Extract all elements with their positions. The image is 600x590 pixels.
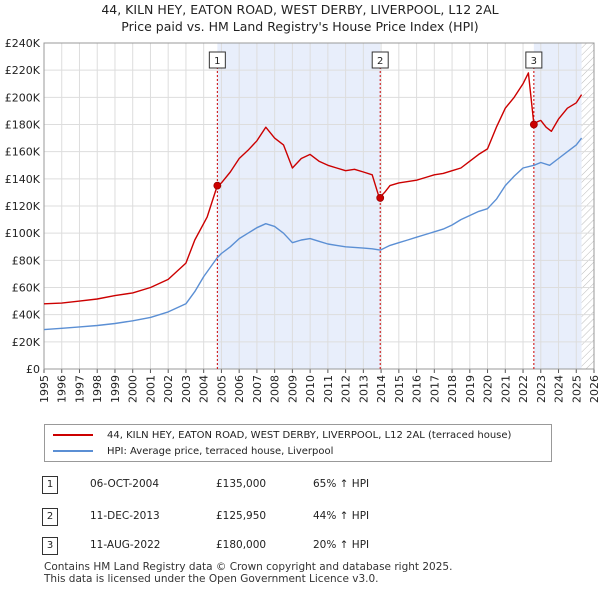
x-tick-label: 2026 xyxy=(588,375,600,403)
y-tick-label: £120K xyxy=(5,200,41,213)
x-tick-label: 2025 xyxy=(570,375,583,403)
x-tick-label: 2014 xyxy=(375,375,388,403)
property-line-swatch xyxy=(53,434,93,436)
x-tick-label: 2009 xyxy=(286,375,299,403)
hpi-line-swatch xyxy=(53,450,93,452)
sale-label-box xyxy=(371,51,389,69)
chart-title: 44, KILN HEY, EATON ROAD, WEST DERBY, LI… xyxy=(101,2,499,17)
y-tick-label: £140K xyxy=(5,173,41,186)
x-tick-label: 2019 xyxy=(464,375,477,403)
sale-label-box xyxy=(208,51,226,69)
x-tick-label: 2005 xyxy=(215,375,228,403)
y-tick-label: £60K xyxy=(12,282,41,295)
legend: 44, KILN HEY, EATON ROAD, WEST DERBY, LI… xyxy=(44,424,552,462)
footer-copyright: Contains HM Land Registry data © Crown c… xyxy=(44,561,453,573)
x-tick-label: 2007 xyxy=(251,375,264,403)
transaction-number: 1 xyxy=(42,476,58,494)
y-tick-label: £160K xyxy=(5,146,41,159)
sale-label: 1 xyxy=(214,56,220,67)
sale-point xyxy=(376,194,385,202)
x-tick-label: 2002 xyxy=(162,375,175,403)
sale-point xyxy=(213,181,222,190)
x-tick-label: 1999 xyxy=(109,375,122,403)
x-tick-label: 2022 xyxy=(517,375,530,403)
x-tick-label: 2017 xyxy=(428,375,441,403)
price-chart: £0 £20K £40K £60K £80K £100K £120K £140K £160K £1… xyxy=(5,37,600,403)
transaction-row: 3 11-AUG-2022 £180,000 20% ↑ HPI xyxy=(0,536,600,556)
x-tick-label: 2024 xyxy=(553,375,566,403)
x-tick-label: 2021 xyxy=(499,375,512,403)
x-tick-label: 2010 xyxy=(304,375,317,403)
transaction-number: 2 xyxy=(42,508,58,526)
sale-label: 3 xyxy=(531,56,537,67)
transaction-date: 11-DEC-2013 xyxy=(90,510,160,522)
x-tick-label: 2016 xyxy=(411,375,424,403)
legend-item-hpi: HPI: Average price, terraced house, Live… xyxy=(53,444,333,458)
transaction-row: 1 06-OCT-2004 £135,000 65% ↑ HPI xyxy=(0,475,600,495)
sale-label: 2 xyxy=(377,56,383,67)
legend-property-label: 44, KILN HEY, EATON ROAD, WEST DERBY, LI… xyxy=(107,429,512,441)
x-tick-label: 2000 xyxy=(127,375,140,403)
x-tick-label: 1996 xyxy=(56,375,69,403)
transaction-price: £180,000 xyxy=(216,539,267,551)
y-tick-label: £20K xyxy=(12,336,41,349)
transaction-row: 2 11-DEC-2013 £125,950 44% ↑ HPI xyxy=(0,507,600,527)
transaction-date: 11-AUG-2022 xyxy=(90,539,161,551)
chart-subtitle: Price paid vs. HM Land Registry's House … xyxy=(121,19,479,34)
x-tick-label: 2015 xyxy=(393,375,406,403)
x-tick-label: 2008 xyxy=(269,375,282,403)
x-tick-label: 1998 xyxy=(91,375,104,403)
transaction-number: 3 xyxy=(42,537,58,555)
transaction-price: £135,000 xyxy=(216,478,267,490)
plot-frame xyxy=(43,42,595,370)
y-tick-label: £0 xyxy=(26,363,40,376)
x-tick-label: 2003 xyxy=(180,375,193,403)
property-price-line xyxy=(43,72,583,305)
y-tick-label: £240K xyxy=(5,37,41,50)
legend-hpi-label: HPI: Average price, terraced house, Live… xyxy=(107,445,334,457)
x-tick-label: 1995 xyxy=(38,375,51,403)
y-tick-label: £100K xyxy=(5,227,41,240)
transaction-date: 06-OCT-2004 xyxy=(90,478,159,490)
x-tick-label: 2020 xyxy=(482,375,495,403)
transaction-price: £125,950 xyxy=(216,510,267,522)
sale-point xyxy=(529,120,538,129)
y-tick-label: £220K xyxy=(5,64,41,77)
x-tick-label: 2001 xyxy=(144,375,157,403)
x-tick-label: 1997 xyxy=(73,375,86,403)
y-tick-label: £40K xyxy=(12,309,41,322)
y-tick-label: £80K xyxy=(12,254,41,267)
x-tick-label: 2013 xyxy=(357,375,370,403)
x-tick-label: 2004 xyxy=(198,375,211,403)
x-tick-label: 2018 xyxy=(446,375,459,403)
legend-item-property: 44, KILN HEY, EATON ROAD, WEST DERBY, LI… xyxy=(53,428,511,442)
footer-license: This data is licensed under the Open Gov… xyxy=(44,573,379,585)
x-tick-label: 2023 xyxy=(535,375,548,403)
transaction-hpi: 44% ↑ HPI xyxy=(313,510,370,522)
sale-label-box xyxy=(525,51,543,69)
transaction-hpi: 65% ↑ HPI xyxy=(313,478,370,490)
x-tick-label: 2012 xyxy=(340,375,353,403)
hpi-line xyxy=(43,137,583,331)
x-tick-label: 2011 xyxy=(322,375,335,403)
transaction-hpi: 20% ↑ HPI xyxy=(313,539,370,551)
y-tick-label: £200K xyxy=(5,91,41,104)
x-tick-label: 2006 xyxy=(233,375,246,403)
y-tick-label: £180K xyxy=(5,119,41,132)
